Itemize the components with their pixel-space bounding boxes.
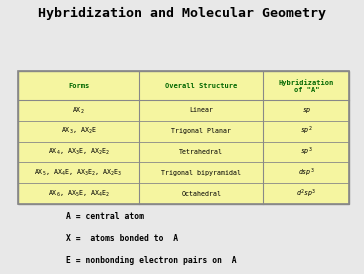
Text: Forms: Forms <box>68 83 89 89</box>
Text: sp$^3$: sp$^3$ <box>300 146 313 158</box>
Text: AX$_6$, AX$_5$E, AX$_4$E$_2$: AX$_6$, AX$_5$E, AX$_4$E$_2$ <box>48 189 110 199</box>
Text: E = nonbonding electron pairs on  A: E = nonbonding electron pairs on A <box>66 256 236 265</box>
Text: Hybridization and Molecular Geometry: Hybridization and Molecular Geometry <box>38 7 326 20</box>
Text: Tetrahedral: Tetrahedral <box>179 149 223 155</box>
Text: Trigonal Planar: Trigonal Planar <box>171 128 231 134</box>
Text: Hybridization
of "A": Hybridization of "A" <box>279 79 334 93</box>
FancyBboxPatch shape <box>18 71 349 204</box>
Text: AX$_3$, AX$_2$E: AX$_3$, AX$_2$E <box>61 126 96 136</box>
Text: d$^2$sp$^3$: d$^2$sp$^3$ <box>296 188 316 200</box>
Text: Octahedral: Octahedral <box>181 191 221 197</box>
Text: A = central atom: A = central atom <box>66 212 143 221</box>
Text: Trigonal bipyramidal: Trigonal bipyramidal <box>161 170 241 176</box>
Text: dsp$^3$: dsp$^3$ <box>298 167 314 179</box>
Text: AX$_4$, AX$_3$E, AX$_2$E$_2$: AX$_4$, AX$_3$E, AX$_2$E$_2$ <box>48 147 110 157</box>
Text: Overall Structure: Overall Structure <box>165 83 237 89</box>
Text: AX$_2$: AX$_2$ <box>72 105 85 116</box>
Text: X =  atoms bonded to  A: X = atoms bonded to A <box>66 234 178 243</box>
Text: Linear: Linear <box>189 107 213 113</box>
Text: sp: sp <box>302 107 310 113</box>
Text: sp$^2$: sp$^2$ <box>300 125 313 137</box>
Text: AX$_5$, AX$_4$E, AX$_3$E$_2$, AX$_2$E$_3$: AX$_5$, AX$_4$E, AX$_3$E$_2$, AX$_2$E$_3… <box>34 168 123 178</box>
